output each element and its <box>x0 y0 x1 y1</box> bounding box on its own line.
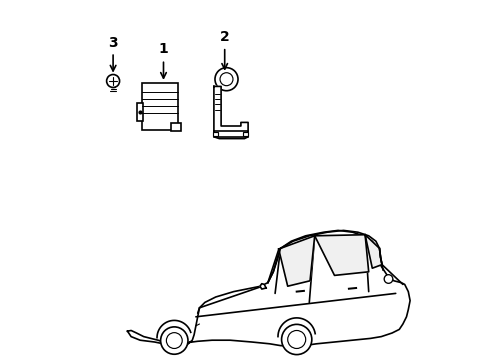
FancyBboxPatch shape <box>243 132 247 136</box>
Circle shape <box>281 324 311 355</box>
FancyBboxPatch shape <box>136 103 142 121</box>
Circle shape <box>384 275 392 283</box>
Text: 2: 2 <box>220 30 229 44</box>
Polygon shape <box>213 86 247 139</box>
Circle shape <box>166 333 182 348</box>
Polygon shape <box>314 235 368 275</box>
Circle shape <box>106 75 120 87</box>
Polygon shape <box>365 235 381 268</box>
FancyBboxPatch shape <box>170 123 181 131</box>
Text: 3: 3 <box>108 36 118 50</box>
Circle shape <box>287 330 305 348</box>
Circle shape <box>215 68 238 91</box>
Polygon shape <box>213 131 247 137</box>
Text: 1: 1 <box>158 42 168 56</box>
Circle shape <box>220 73 232 86</box>
FancyBboxPatch shape <box>213 132 218 136</box>
Polygon shape <box>260 284 265 289</box>
Circle shape <box>160 327 187 354</box>
Polygon shape <box>127 230 409 346</box>
Polygon shape <box>278 236 314 286</box>
FancyBboxPatch shape <box>142 83 178 130</box>
